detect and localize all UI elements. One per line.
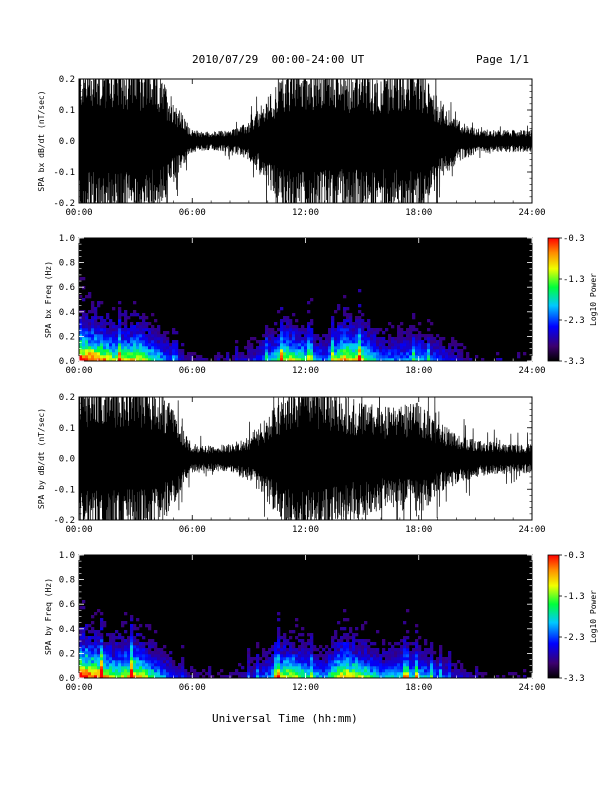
x-tick-label: 06:00 xyxy=(179,525,206,535)
colorbar-tick-label: -1.3 xyxy=(563,592,585,602)
x-tick-label: 24:00 xyxy=(518,208,545,218)
y-tick-label: 0.0 xyxy=(59,455,75,465)
y-tick-label: 0.8 xyxy=(59,259,75,269)
y-axis-label: SPA by Freq (Hz) xyxy=(44,578,53,655)
y-tick-label: 0.0 xyxy=(59,357,75,367)
panel-1 xyxy=(78,78,533,204)
panel-3 xyxy=(78,396,533,521)
page-title: 2010/07/29 00:00-24:00 UT xyxy=(192,53,365,66)
colorbar xyxy=(547,237,560,362)
x-tick-label: 18:00 xyxy=(405,683,432,693)
y-tick-label: -0.2 xyxy=(53,516,75,526)
x-tick-label: 24:00 xyxy=(518,525,545,535)
colorbar-tick-label: -3.3 xyxy=(563,357,585,367)
x-tick-label: 06:00 xyxy=(179,208,206,218)
y-tick-label: 0.8 xyxy=(59,576,75,586)
page-number: Page 1/1 xyxy=(476,53,529,66)
y-tick-label: -0.1 xyxy=(53,485,75,495)
x-tick-label: 12:00 xyxy=(292,525,319,535)
x-tick-label: 18:00 xyxy=(405,525,432,535)
x-tick-label: 24:00 xyxy=(518,683,545,693)
x-tick-label: 06:00 xyxy=(179,366,206,376)
y-axis-label: SPA bx Freq (Hz) xyxy=(44,261,53,338)
colorbar-tick-label: -1.3 xyxy=(563,275,585,285)
y-tick-label: 0.2 xyxy=(59,332,75,342)
x-tick-label: 00:00 xyxy=(65,683,92,693)
y-tick-label: 0.0 xyxy=(59,137,75,147)
colorbar-tick-label: -2.3 xyxy=(563,316,585,326)
y-tick-label: 0.2 xyxy=(59,75,75,85)
x-tick-label: 06:00 xyxy=(179,683,206,693)
y-tick-label: 1.0 xyxy=(59,551,75,561)
x-tick-label: 18:00 xyxy=(405,208,432,218)
colorbar-label: Log10 Power xyxy=(589,590,598,643)
y-tick-label: 0.2 xyxy=(59,649,75,659)
x-tick-label: 18:00 xyxy=(405,366,432,376)
y-tick-label: 0.1 xyxy=(59,424,75,434)
y-tick-label: 0.6 xyxy=(59,600,75,610)
y-tick-label: 1.0 xyxy=(59,234,75,244)
y-tick-label: 0.4 xyxy=(59,308,75,318)
x-tick-label: 00:00 xyxy=(65,525,92,535)
colorbar-tick-label: -3.3 xyxy=(563,674,585,684)
colorbar-label: Log10 Power xyxy=(589,273,598,326)
y-tick-label: -0.1 xyxy=(53,168,75,178)
y-tick-label: -0.2 xyxy=(53,199,75,209)
x-tick-label: 24:00 xyxy=(518,366,545,376)
y-axis-label: SPA by dB/dt (nT/sec) xyxy=(37,408,46,509)
panel-4 xyxy=(78,554,562,679)
y-tick-label: 0.2 xyxy=(59,393,75,403)
x-tick-label: 12:00 xyxy=(292,683,319,693)
x-tick-label: 00:00 xyxy=(65,366,92,376)
x-axis-title: Universal Time (hh:mm) xyxy=(212,712,358,725)
x-tick-label: 00:00 xyxy=(65,208,92,218)
colorbar xyxy=(547,554,560,679)
panel-2 xyxy=(78,237,562,362)
colorbar-tick-label: -2.3 xyxy=(563,633,585,643)
y-tick-label: 0.4 xyxy=(59,625,75,635)
x-tick-label: 12:00 xyxy=(292,366,319,376)
waveform-trace xyxy=(79,79,532,203)
colorbar-tick-label: -0.3 xyxy=(563,551,585,561)
colorbar-tick-label: -0.3 xyxy=(563,234,585,244)
y-tick-label: 0.1 xyxy=(59,106,75,116)
y-axis-label: SPA bx dB/dt (nT/sec) xyxy=(37,90,46,191)
x-tick-label: 12:00 xyxy=(292,208,319,218)
y-tick-label: 0.0 xyxy=(59,674,75,684)
y-tick-label: 0.6 xyxy=(59,283,75,293)
